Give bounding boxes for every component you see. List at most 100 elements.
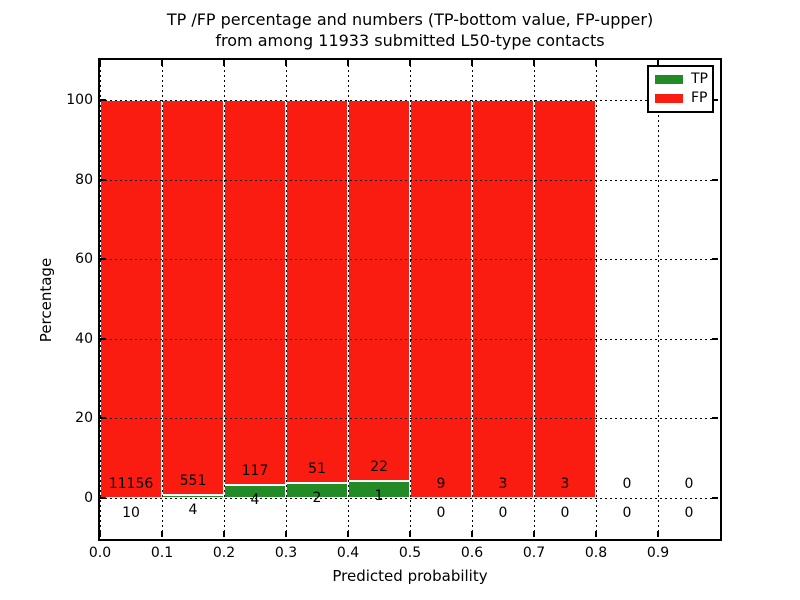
x-tick-mark-top: [347, 60, 349, 66]
gridline-vertical: [162, 60, 163, 539]
fp-count-label: 51: [308, 460, 326, 477]
tp-count-label: 4: [188, 502, 198, 519]
x-tick-label: 0.1: [150, 545, 174, 561]
x-tick-label: 0.5: [398, 545, 422, 561]
chart-title-line1: TP /FP percentage and numbers (TP-bottom…: [166, 10, 654, 29]
x-tick-label: 0.6: [460, 545, 484, 561]
fp-count-label: 0: [684, 476, 694, 492]
x-tick-mark-top: [471, 60, 473, 66]
bar-fp: [534, 100, 596, 498]
y-tick-mark-right: [712, 178, 718, 181]
y-tick-label: 100: [66, 92, 93, 108]
x-tick-mark-top: [99, 60, 101, 66]
x-tick-label: 0.8: [584, 545, 608, 561]
x-tick-mark: [285, 531, 287, 537]
gridline-vertical: [534, 60, 535, 539]
gridline-horizontal: [100, 418, 720, 420]
fp-count-label: 117: [241, 462, 269, 479]
plot-area: 11156 10 551 4 117 4 51 2 22 1 9 0 3 0 3 0 0 0 0 0 TP FP: [98, 58, 722, 541]
gridline-vertical: [286, 60, 287, 539]
bar-fp: [410, 100, 472, 498]
gridline-horizontal: [100, 338, 720, 340]
fp-count-label: 551: [179, 473, 207, 490]
gridline-vertical: [348, 60, 349, 539]
y-tick-mark: [100, 178, 106, 181]
legend-label-tp: TP: [691, 71, 708, 87]
bar-fp: [286, 100, 348, 483]
gridline-horizontal: [100, 498, 720, 499]
x-tick-mark-top: [657, 60, 659, 66]
x-tick-mark-top: [161, 60, 163, 66]
tp-count-label: 1: [374, 487, 384, 504]
x-tick-label: 0.9: [646, 545, 670, 561]
gridline-vertical: [472, 60, 473, 539]
gridline-horizontal: [100, 179, 720, 181]
fp-count-label: 22: [370, 458, 388, 475]
x-tick-mark: [161, 531, 163, 537]
legend-item-fp: FP: [655, 91, 712, 106]
x-tick-mark: [99, 531, 101, 537]
gridline-vertical: [224, 60, 225, 539]
x-tick-label: 0.3: [274, 545, 298, 561]
x-tick-mark: [347, 531, 349, 537]
tp-count-label: 0: [622, 505, 632, 521]
bar-fp: [224, 100, 286, 485]
y-tick-label: 20: [75, 410, 93, 427]
x-tick-mark: [471, 531, 473, 537]
x-tick-label: 0.0: [88, 545, 112, 561]
gridline-vertical: [658, 60, 659, 539]
tp-count-label: 0: [436, 505, 446, 521]
y-tick-label: 40: [75, 330, 93, 347]
x-tick-label: 0.2: [212, 545, 236, 561]
legend-label-fp: FP: [691, 90, 708, 106]
gridline-vertical: [596, 60, 597, 539]
y-tick-mark: [100, 337, 106, 340]
tp-count-label: 0: [560, 505, 570, 521]
x-tick-mark: [409, 531, 411, 537]
fp-count-label: 11156: [108, 475, 154, 492]
y-tick-mark-right: [712, 99, 718, 101]
legend-swatch-tp-icon: [655, 75, 683, 84]
gridline-horizontal: [100, 259, 720, 261]
y-tick-mark: [100, 99, 106, 101]
legend-swatch-fp-icon: [655, 94, 683, 103]
y-tick-mark-right: [712, 497, 718, 499]
x-tick-label: 0.7: [522, 545, 546, 561]
x-tick-label: 0.4: [336, 545, 360, 561]
bar-fp: [162, 100, 224, 496]
tp-count-label: 0: [498, 505, 508, 521]
fp-count-label: 3: [560, 476, 570, 492]
chart-title: TP /FP percentage and numbers (TP-bottom…: [100, 9, 720, 51]
x-tick-mark-top: [223, 60, 225, 66]
fp-count-label: 9: [436, 476, 446, 492]
bar-fp: [348, 100, 410, 481]
y-tick-label: 0: [84, 490, 93, 506]
tp-count-label: 0: [684, 505, 694, 521]
y-tick-mark: [100, 258, 106, 261]
x-tick-mark-top: [533, 60, 535, 66]
legend: TP FP: [647, 65, 714, 113]
x-tick-mark: [595, 531, 597, 537]
tp-count-label: 4: [250, 491, 260, 508]
gridline-horizontal: [100, 100, 720, 101]
y-tick-mark-right: [712, 417, 718, 420]
fp-count-label: 3: [498, 476, 508, 492]
fp-count-label: 0: [622, 476, 632, 492]
bar-fp: [472, 100, 534, 498]
y-tick-label: 80: [75, 171, 93, 188]
tp-count-label: 10: [122, 504, 140, 521]
y-tick-mark-right: [712, 258, 718, 261]
y-tick-label: 60: [75, 251, 93, 268]
legend-item-tp: TP: [655, 72, 712, 87]
chart-title-line2: from among 11933 submitted L50-type cont…: [215, 31, 605, 50]
x-tick-mark: [533, 531, 535, 537]
y-tick-mark-right: [712, 337, 718, 340]
gridline-vertical: [100, 60, 101, 539]
bar-fp: [100, 100, 162, 498]
x-tick-mark-top: [285, 60, 287, 66]
x-tick-mark-top: [595, 60, 597, 66]
y-tick-mark: [100, 497, 106, 499]
gridline-vertical: [410, 60, 411, 539]
x-axis-label: Predicted probability: [332, 567, 488, 585]
